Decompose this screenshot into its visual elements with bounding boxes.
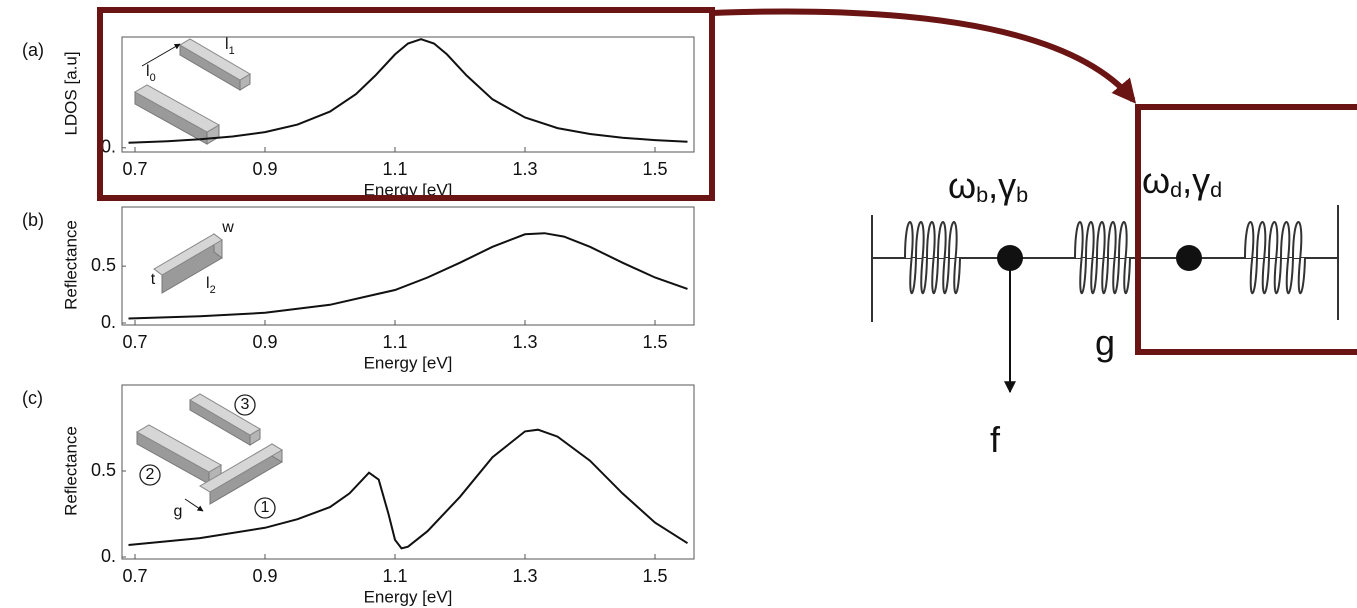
x-tick-label: 1.1	[382, 332, 407, 352]
label-part: g	[1095, 322, 1115, 363]
label-part: w	[221, 219, 234, 236]
inset-slab	[179, 38, 251, 81]
x-tick-label: 0.7	[122, 566, 147, 586]
x-tick-label: 0.9	[252, 159, 277, 179]
x-tick-label: 1.5	[642, 566, 667, 586]
panel-label: (b)	[22, 210, 44, 230]
x-tick-label: 1.5	[642, 159, 667, 179]
inset-label: l0	[146, 63, 156, 84]
highlight-box	[1135, 104, 1357, 355]
x-tick-label: 1.3	[512, 159, 537, 179]
inset-slab	[189, 393, 261, 436]
subscript: 2	[210, 284, 216, 296]
y-tick-label: 0.	[101, 137, 116, 157]
subscript: b	[976, 182, 988, 207]
label: ωb,γb	[948, 165, 1028, 207]
inset-label: l1	[225, 36, 235, 57]
label: f	[990, 419, 1001, 460]
x-tick-label: 0.7	[122, 332, 147, 352]
data-line	[128, 232, 688, 320]
y-tick-label: 0.5	[91, 460, 116, 480]
label-part: l	[225, 36, 229, 53]
spring	[885, 221, 980, 294]
y-axis-label: LDOS [a.u]	[61, 51, 80, 135]
inset-slab	[135, 424, 223, 473]
label-part: ,	[988, 165, 998, 206]
data-line	[128, 428, 689, 550]
label-part: ω	[948, 165, 976, 206]
subscript: 0	[150, 72, 156, 84]
y-tick-label: 0.	[101, 546, 116, 566]
inset-label: l2	[206, 275, 216, 296]
number-circle	[254, 497, 276, 519]
label: g	[1095, 322, 1115, 363]
x-axis-label: Energy [eV]	[364, 180, 453, 199]
y-axis-label: Reflectance	[61, 426, 80, 516]
number-circle	[234, 394, 256, 416]
inset-label: g	[174, 503, 183, 520]
panel-label: (c)	[22, 388, 43, 408]
x-axis-label: Energy [eV]	[364, 587, 453, 606]
label-part: γ	[998, 165, 1016, 206]
inset-label: 3	[241, 396, 250, 413]
gap-arrow	[184, 498, 204, 512]
label-part: l	[146, 63, 150, 80]
x-tick-label: 1.1	[382, 566, 407, 586]
mass	[1176, 245, 1202, 271]
x-tick-label: 0.7	[122, 159, 147, 179]
inset-label: 1	[261, 499, 270, 516]
data-line	[128, 38, 688, 144]
label-part: 3	[241, 396, 250, 413]
y-axis-label: Reflectance	[61, 220, 80, 310]
spring	[1225, 221, 1325, 294]
label-part: 2	[146, 466, 155, 483]
label-part: t	[151, 271, 156, 288]
x-tick-label: 1.5	[642, 332, 667, 352]
plot-frame	[121, 36, 695, 153]
x-tick-label: 1.3	[512, 566, 537, 586]
plot-frame	[121, 384, 695, 560]
label-part: γ	[1192, 160, 1210, 201]
label-part: g	[174, 503, 183, 520]
mass	[997, 245, 1023, 271]
subscript: b	[1016, 182, 1028, 207]
subscript: 1	[229, 45, 235, 57]
spring	[1055, 221, 1150, 294]
label-part: f	[990, 419, 1001, 460]
x-tick-label: 1.1	[382, 159, 407, 179]
label-part: l	[206, 275, 210, 292]
dimension-arrow	[141, 43, 181, 67]
inset-slab	[133, 84, 221, 133]
y-tick-label: 0.	[101, 312, 116, 332]
inset-label: t	[151, 271, 156, 288]
number-circle	[139, 464, 161, 486]
x-axis-label: Energy [eV]	[364, 353, 453, 372]
oscillator-diagram	[871, 205, 1339, 394]
inset-label: 2	[146, 466, 155, 483]
label-part: ω	[1142, 160, 1170, 201]
x-tick-label: 1.3	[512, 332, 537, 352]
connector-arrow	[711, 8, 1137, 104]
label-part: ,	[1182, 160, 1192, 201]
highlight-box	[97, 7, 715, 201]
inset-slab	[153, 233, 223, 276]
x-tick-label: 0.9	[252, 332, 277, 352]
label: ωd,γd	[1142, 160, 1222, 202]
subscript: d	[1210, 177, 1222, 202]
panel-label: (a)	[22, 40, 44, 60]
subscript: d	[1170, 177, 1182, 202]
inset-label: w	[221, 219, 234, 236]
x-tick-label: 0.9	[252, 566, 277, 586]
label-part: 1	[261, 499, 270, 516]
inset-slab	[199, 443, 283, 493]
y-tick-label: 0.5	[91, 255, 116, 275]
